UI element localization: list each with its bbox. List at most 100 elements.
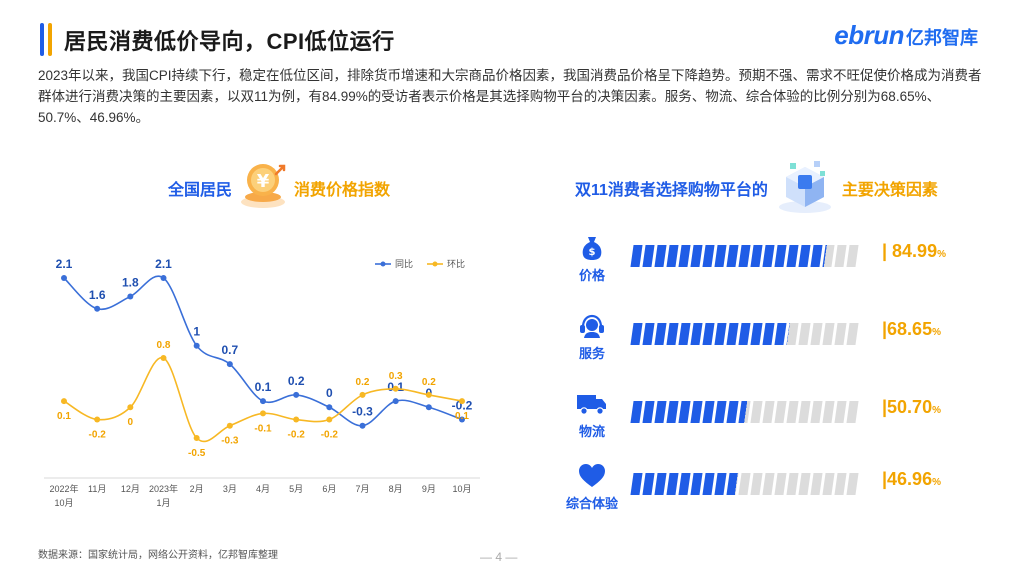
data-point-0-5 (226, 361, 233, 368)
data-label-0-0: 2.1 (56, 257, 73, 271)
factor-bar-segment (810, 401, 823, 423)
factor-bar-segment (642, 473, 655, 495)
factor-bar-segment (702, 245, 715, 267)
x-tick-label-11-0: 9月 (422, 484, 436, 494)
factor-row: 综合体验 |46.96% (560, 463, 980, 523)
factor-bar-segment (666, 323, 679, 345)
factor-bar-segment (762, 323, 775, 345)
factor-bar-segment (822, 473, 835, 495)
data-label-1-1: -0.2 (89, 430, 107, 441)
factor-bar-segment (798, 245, 811, 267)
legend-marker-0 (380, 261, 386, 267)
data-point-1-0 (61, 398, 67, 405)
factor-row: 物流 |50.70% (560, 391, 980, 451)
cpi-title-part2: 消费价格指数 (294, 181, 391, 199)
factor-bar-segment (642, 245, 655, 267)
factor-bar-segment (774, 245, 787, 267)
factor-bar-segment (786, 323, 799, 345)
x-tick-label-3-1: 1月 (156, 498, 170, 508)
x-tick-label-6-0: 4月 (256, 484, 270, 494)
factor-bar-segment (678, 473, 691, 495)
data-label-0-2: 1.8 (122, 275, 139, 289)
factor-bar-segment (714, 245, 727, 267)
factor-bar-segment (798, 323, 811, 345)
factor-bar-segment (834, 323, 847, 345)
yuan-coin-icon: ¥ (236, 160, 290, 215)
x-tick-label-10-0: 8月 (389, 484, 403, 494)
factor-bar-segment (702, 323, 715, 345)
data-label-1-0: 0.1 (57, 411, 71, 422)
factor-bar-segment (774, 323, 787, 345)
data-label-0-12: -0.2 (452, 399, 473, 413)
factor-value-label: |68.65% (882, 319, 941, 339)
factor-bar-segment (654, 323, 667, 345)
factor-bar-segment (726, 245, 739, 267)
factor-bar-segment (750, 245, 763, 267)
factor-row: $ 价格 | 84.99% (560, 235, 980, 295)
svg-text:$: $ (589, 247, 596, 258)
factor-bar-segment (702, 401, 715, 423)
legend-label-1: 环比 (447, 258, 465, 269)
title-accent-orange (48, 23, 52, 56)
legend-label-0: 同比 (395, 258, 413, 269)
factor-bar-segment (822, 323, 835, 345)
data-label-1-8: -0.2 (321, 430, 339, 441)
factor-bar-segment (714, 473, 727, 495)
factors-section-title: 双11消费者选择购物平台的 主要决策因素 (575, 155, 938, 220)
factor-bar-segment (786, 245, 799, 267)
factor-label: 服务 (578, 346, 605, 361)
factor-bar-segment (738, 245, 751, 267)
factor-bar-segment (786, 473, 799, 495)
x-tick-label-0-0: 2022年 (49, 483, 78, 494)
money-bag-icon: $ (574, 235, 610, 261)
factor-bar-segment (666, 473, 679, 495)
factor-bar-segment (834, 401, 847, 423)
factor-label: 综合体验 (565, 496, 618, 511)
factor-bar-segment (630, 401, 643, 423)
truck-icon (574, 391, 610, 417)
factor-bar-segment (726, 323, 739, 345)
factor-bar-segment (714, 323, 727, 345)
brand-logo: ebrun 亿邦智库 (834, 20, 978, 51)
factor-bar-segment (774, 473, 787, 495)
factor-bar-segment (750, 401, 763, 423)
x-tick-label-7-0: 5月 (289, 484, 303, 494)
factor-bar-segment (666, 401, 679, 423)
factor-bar-segment (630, 245, 643, 267)
title-accent-blue (40, 23, 44, 56)
factor-bar-segment (810, 473, 823, 495)
x-tick-label-0-1: 10月 (54, 498, 73, 508)
data-point-0-12 (459, 416, 465, 423)
data-label-0-3: 2.1 (155, 257, 172, 271)
x-tick-label-9-0: 7月 (355, 484, 369, 494)
factor-bar (630, 473, 860, 495)
data-point-1-4 (193, 435, 200, 441)
cpi-section-title: 全国居民 ¥ 消费价格指数 (168, 160, 390, 215)
x-tick-label-12-0: 10月 (452, 484, 471, 494)
factor-label: 物流 (578, 424, 605, 439)
factor-bar-segment (738, 473, 751, 495)
headset-icon (574, 313, 610, 339)
data-label-0-1: 1.6 (89, 288, 106, 302)
data-point-1-12 (459, 398, 465, 405)
factor-bar-segment (846, 473, 859, 495)
data-label-0-6: 0.1 (255, 380, 272, 394)
factor-bar-segment (690, 473, 703, 495)
data-label-0-5: 0.7 (221, 343, 238, 357)
factor-bar-segment (810, 245, 823, 267)
factor-bar-segment (690, 323, 703, 345)
data-point-1-7 (293, 416, 300, 423)
factor-bar-segment (798, 401, 811, 423)
factors-title-part1: 双11消费者选择购物平台的 (575, 181, 768, 199)
factor-row: 服务 |68.65% (560, 313, 980, 373)
factor-bar-segment (690, 245, 703, 267)
factor-bar-segment (750, 323, 763, 345)
factor-value-label: | 84.99% (882, 241, 946, 261)
page-title: 居民消费低价导向，CPI低位运行 (64, 28, 395, 54)
factor-bar-segment (678, 323, 691, 345)
x-tick-label-4-0: 2月 (190, 484, 204, 494)
factor-bar (630, 401, 860, 423)
factor-value-label: |50.70% (882, 397, 941, 417)
data-point-1-2 (127, 404, 134, 411)
intro-paragraph: 2023年以来，我国CPI持续下行，稳定在低位区间，排除货币增速和大宗商品价格因… (38, 68, 982, 125)
